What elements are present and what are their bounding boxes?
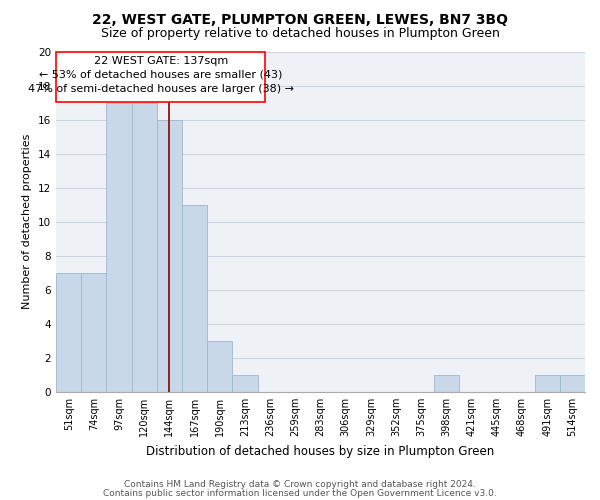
FancyBboxPatch shape	[56, 52, 265, 102]
Bar	[131, 102, 157, 392]
Bar	[182, 204, 207, 392]
Bar	[207, 341, 232, 392]
Text: Size of property relative to detached houses in Plumpton Green: Size of property relative to detached ho…	[101, 28, 499, 40]
Bar	[157, 120, 182, 392]
Y-axis label: Number of detached properties: Number of detached properties	[22, 134, 32, 310]
Text: Contains HM Land Registry data © Crown copyright and database right 2024.: Contains HM Land Registry data © Crown c…	[124, 480, 476, 489]
Bar	[560, 375, 585, 392]
Bar	[535, 375, 560, 392]
Bar	[81, 273, 106, 392]
Text: 22 WEST GATE: 137sqm
← 53% of detached houses are smaller (43)
47% of semi-detac: 22 WEST GATE: 137sqm ← 53% of detached h…	[28, 56, 293, 94]
Text: 22, WEST GATE, PLUMPTON GREEN, LEWES, BN7 3BQ: 22, WEST GATE, PLUMPTON GREEN, LEWES, BN…	[92, 12, 508, 26]
Text: Contains public sector information licensed under the Open Government Licence v3: Contains public sector information licen…	[103, 488, 497, 498]
Bar	[106, 102, 131, 392]
Bar	[434, 375, 459, 392]
Bar	[232, 375, 257, 392]
X-axis label: Distribution of detached houses by size in Plumpton Green: Distribution of detached houses by size …	[146, 444, 494, 458]
Bar	[56, 273, 81, 392]
